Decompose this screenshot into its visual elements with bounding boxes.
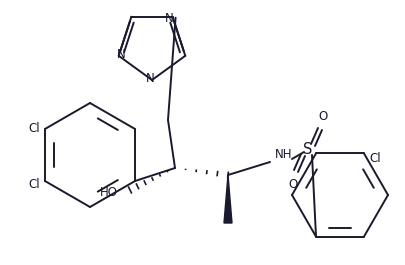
- Text: N: N: [117, 48, 126, 61]
- Text: S: S: [303, 143, 313, 157]
- Polygon shape: [224, 175, 232, 223]
- Text: NH: NH: [275, 148, 292, 161]
- Text: Cl: Cl: [369, 152, 381, 165]
- Text: N: N: [146, 73, 154, 86]
- Text: Cl: Cl: [28, 122, 40, 135]
- Text: Cl: Cl: [28, 178, 40, 191]
- Text: N: N: [165, 12, 174, 25]
- Text: O: O: [288, 178, 298, 191]
- Text: HO: HO: [100, 186, 118, 198]
- Text: O: O: [318, 109, 328, 122]
